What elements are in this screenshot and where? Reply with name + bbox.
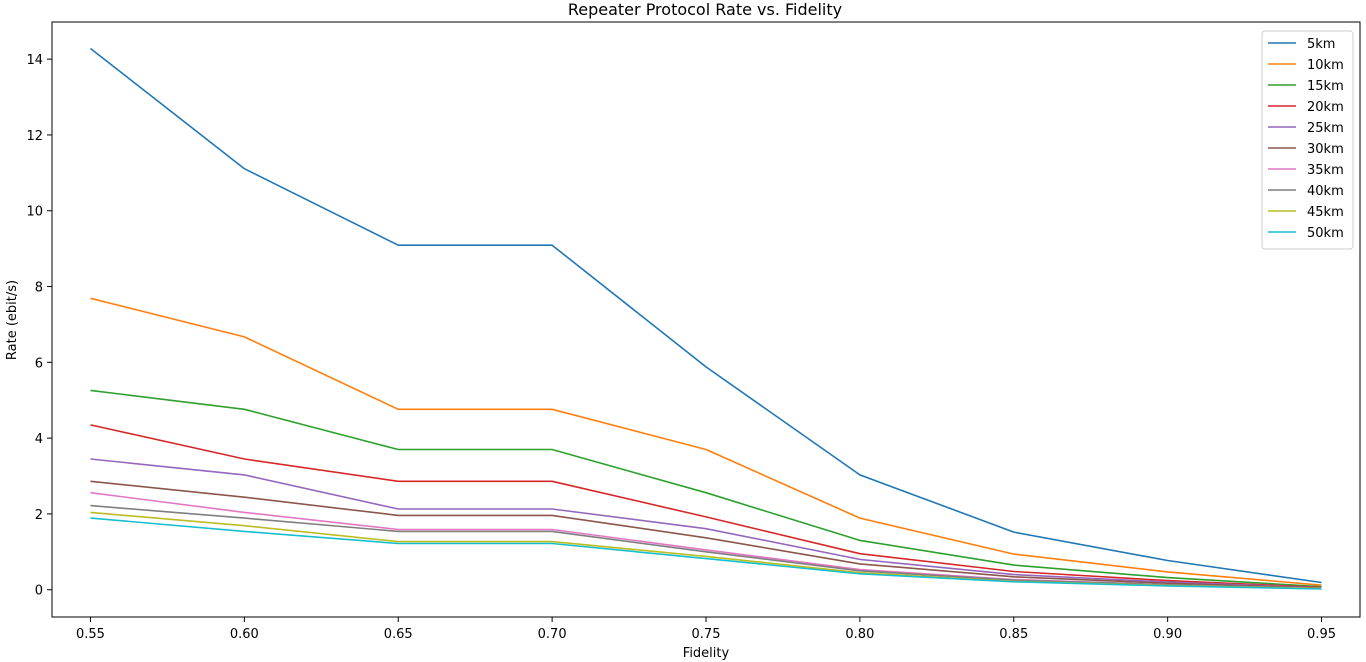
series-line-30km bbox=[90, 480, 1322, 589]
legend-entry-10km: 10km bbox=[1307, 58, 1344, 73]
y-tick-label: 14 bbox=[26, 53, 43, 68]
y-tick-label: 12 bbox=[26, 129, 43, 144]
legend: 5km 10km 15km 20km 25km 30km 35km 40km 45km 50km bbox=[1261, 30, 1354, 250]
legend-entry-45km: 45km bbox=[1307, 205, 1344, 220]
x-tick-label: 0.75 bbox=[692, 627, 721, 642]
x-tick-label: 0.90 bbox=[1153, 627, 1182, 642]
x-tick-label: 0.70 bbox=[538, 627, 567, 642]
legend-entry-5km: 5km bbox=[1307, 37, 1335, 52]
series-line-25km bbox=[90, 458, 1322, 589]
x-tick-label: 0.55 bbox=[76, 627, 105, 642]
x-tick-label: 0.65 bbox=[384, 627, 413, 642]
y-axis-label: Rate (ebit/s) bbox=[5, 280, 20, 360]
y-tick-label: 10 bbox=[26, 205, 43, 220]
legend-entry-50km: 50km bbox=[1307, 226, 1344, 241]
x-axis-label: Fidelity bbox=[683, 646, 730, 661]
series-lines bbox=[90, 47, 1322, 590]
chart-title: Repeater Protocol Rate vs. Fidelity bbox=[568, 0, 842, 19]
x-tick-label: 0.95 bbox=[1307, 627, 1336, 642]
series-line-50km bbox=[90, 517, 1322, 590]
x-tick-label: 0.80 bbox=[845, 627, 874, 642]
legend-entry-25km: 25km bbox=[1307, 121, 1344, 136]
series-line-40km bbox=[90, 504, 1322, 590]
legend-entry-20km: 20km bbox=[1307, 100, 1344, 115]
legend-entry-35km: 35km bbox=[1307, 163, 1344, 178]
y-tick-label: 8 bbox=[35, 281, 43, 296]
series-line-15km bbox=[90, 389, 1322, 588]
legend-entry-30km: 30km bbox=[1307, 142, 1344, 157]
series-line-35km bbox=[90, 491, 1322, 590]
y-axis: 0 2 4 6 8 10 12 14 bbox=[26, 53, 52, 599]
legend-entry-40km: 40km bbox=[1307, 184, 1344, 199]
y-tick-label: 6 bbox=[35, 356, 43, 371]
x-tick-label: 0.85 bbox=[999, 627, 1028, 642]
series-line-20km bbox=[90, 424, 1322, 589]
y-tick-label: 0 bbox=[35, 584, 43, 599]
legend-entry-15km: 15km bbox=[1307, 79, 1344, 94]
x-tick-label: 0.60 bbox=[230, 627, 259, 642]
series-line-10km bbox=[90, 297, 1322, 586]
plot-area bbox=[51, 21, 1361, 618]
series-line-5km bbox=[90, 47, 1322, 584]
y-tick-label: 4 bbox=[35, 432, 43, 447]
y-tick-label: 2 bbox=[35, 508, 43, 523]
x-axis: 0.55 0.60 0.65 0.70 0.75 0.80 0.85 0.90 0.95 bbox=[76, 617, 1336, 642]
